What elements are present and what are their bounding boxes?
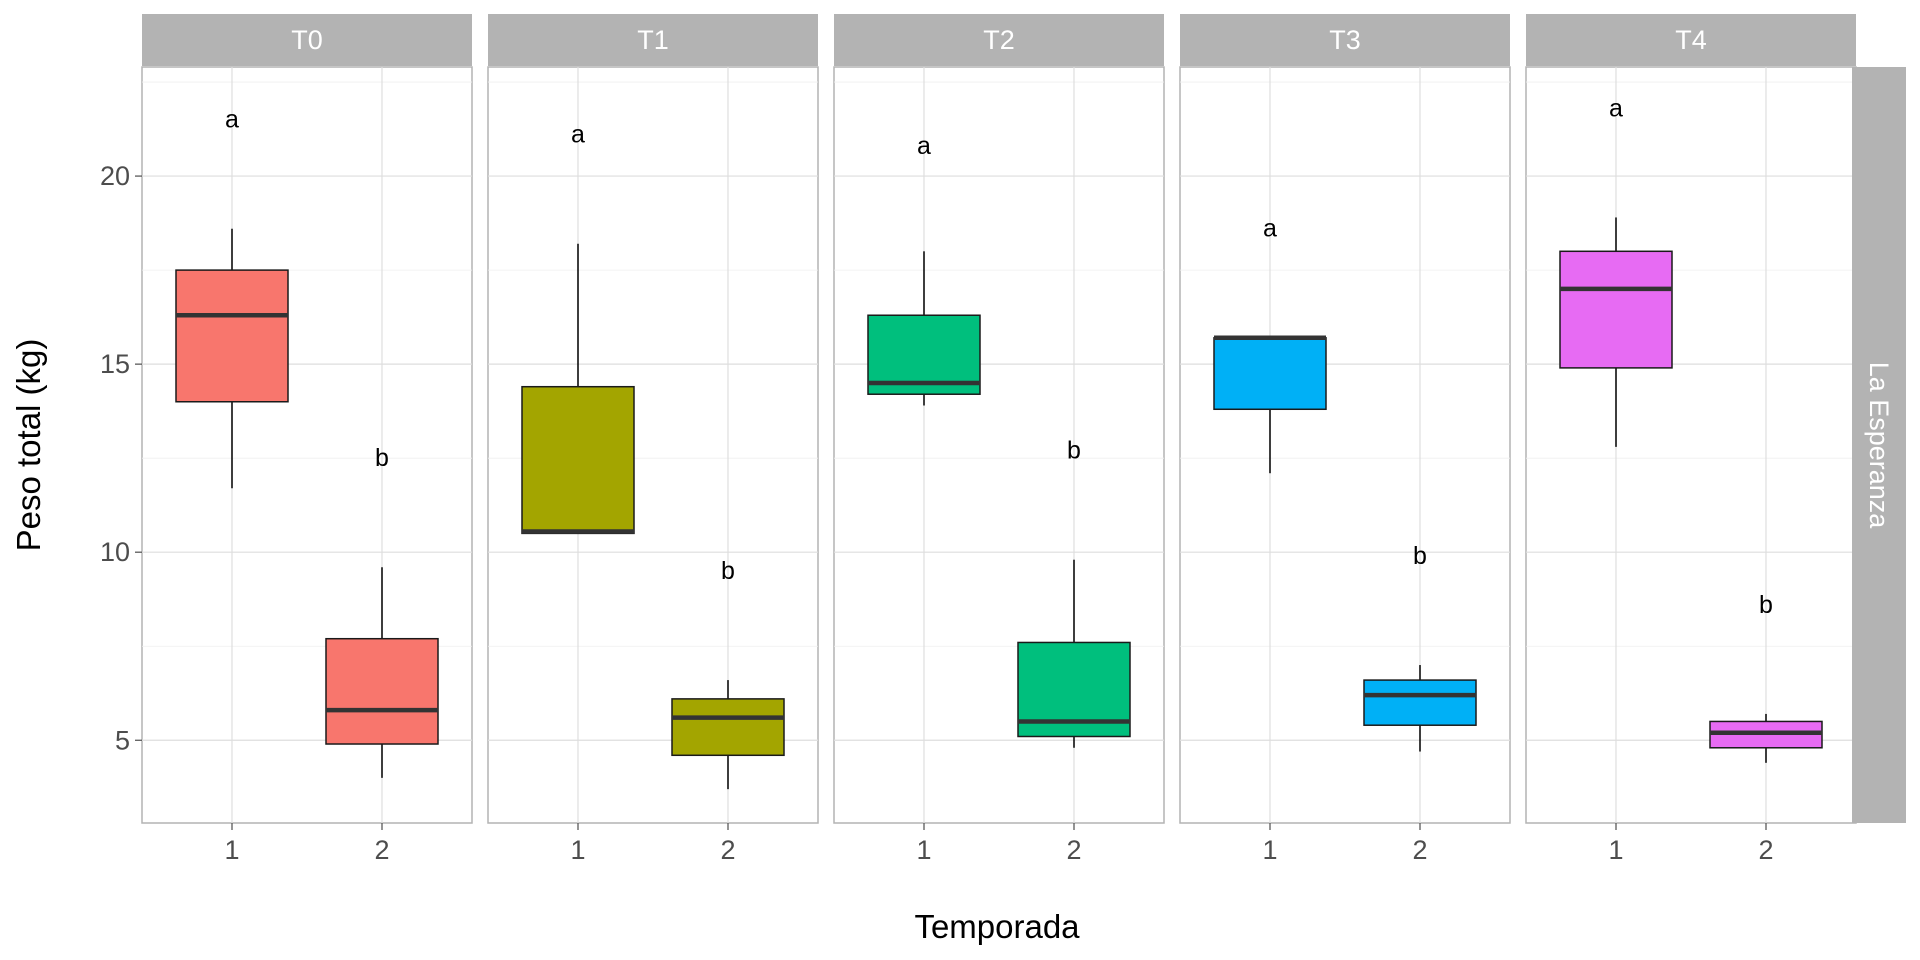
box-t0-2: b — [325, 444, 439, 778]
x-tick-label: 2 — [1412, 835, 1427, 865]
y-tick-label: 5 — [115, 725, 130, 755]
strip-background — [488, 14, 818, 66]
strip-background — [142, 14, 472, 66]
significance-label: a — [225, 106, 239, 134]
box-t4-2: b — [1709, 591, 1823, 763]
box-body — [175, 269, 289, 403]
strip-label: T3 — [1329, 25, 1361, 55]
significance-label: b — [721, 557, 735, 585]
strip-background — [834, 14, 1164, 66]
box-body — [1213, 337, 1327, 411]
row-strip: La Esperanza — [1852, 67, 1906, 823]
box-t1-1: a — [521, 121, 635, 535]
y-tick-label: 10 — [100, 537, 130, 567]
box-body — [671, 698, 785, 757]
significance-label: a — [1263, 215, 1277, 243]
box-body — [521, 385, 635, 535]
significance-label: a — [917, 132, 931, 160]
box-t3-1: a — [1213, 215, 1327, 474]
x-tick-label: 1 — [916, 835, 931, 865]
strip-label: T4 — [1675, 25, 1707, 55]
significance-label: b — [1759, 591, 1773, 619]
strip-background — [1526, 14, 1856, 66]
x-tick-label: 2 — [1066, 835, 1081, 865]
row-strip-background — [1852, 67, 1906, 823]
x-tick-label: 2 — [374, 835, 389, 865]
row-strip-label: La Esperanza — [1864, 362, 1894, 530]
box-t0-1: a — [175, 106, 289, 489]
facet-panels: T0 a b 1 2 T1 a b 1 2 T2 a b 1 2 T3 a b 1 2 T4 a b 1 2 — [141, 14, 1857, 865]
strip-label: T0 — [291, 25, 323, 55]
significance-label: a — [571, 121, 585, 149]
strip-label: T2 — [983, 25, 1015, 55]
significance-label: b — [375, 444, 389, 472]
x-axis-title: Temporada — [914, 908, 1080, 945]
box-t3-2: b — [1363, 542, 1477, 752]
box-t4-1: a — [1559, 94, 1673, 447]
panel-t3: T3 a b 1 2 — [1179, 14, 1511, 865]
strip-label: T1 — [637, 25, 669, 55]
box-t1-2: b — [671, 557, 785, 790]
significance-label: b — [1413, 542, 1427, 570]
x-tick-label: 2 — [720, 835, 735, 865]
y-tick-label: 15 — [100, 349, 130, 379]
significance-label: b — [1067, 437, 1081, 465]
box-body — [1559, 250, 1673, 369]
y-axis-title: Peso total (kg) — [10, 339, 47, 552]
x-tick-label: 1 — [1608, 835, 1623, 865]
panel-t2: T2 a b 1 2 — [833, 14, 1165, 865]
x-tick-label: 1 — [224, 835, 239, 865]
x-tick-label: 1 — [1262, 835, 1277, 865]
x-tick-label: 1 — [570, 835, 585, 865]
y-tick-label: 20 — [100, 161, 130, 191]
strip-background — [1180, 14, 1510, 66]
box-body — [325, 637, 439, 745]
y-axis: 5 10 15 20 — [100, 161, 142, 755]
panel-t4: T4 a b 1 2 — [1525, 14, 1857, 865]
x-tick-label: 2 — [1758, 835, 1773, 865]
panel-t0: T0 a b 1 2 — [141, 14, 473, 865]
box-body — [1363, 679, 1477, 726]
box-t2-2: b — [1017, 437, 1131, 748]
panel-background — [1525, 66, 1857, 824]
panel-t1: T1 a b 1 2 — [487, 14, 819, 865]
significance-label: a — [1609, 94, 1623, 122]
box-t2-1: a — [867, 132, 981, 406]
